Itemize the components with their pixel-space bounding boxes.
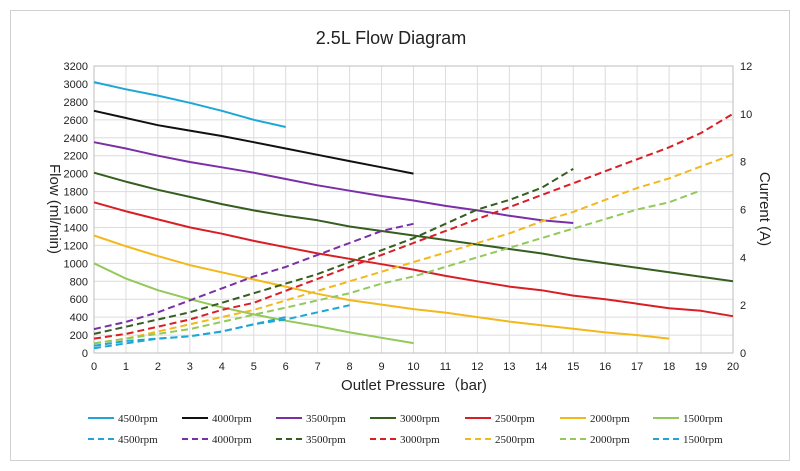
x-tick-label: 7	[315, 361, 321, 373]
legend-label-current: 2000rpm	[590, 434, 630, 446]
y-left-tick-label: 800	[70, 276, 88, 288]
y-right-tick-label: 8	[740, 157, 746, 169]
y-left-tick-label: 3000	[64, 79, 88, 91]
legend: 4500rpm 4000rpm 3500rpm 3000rpm 2500rpm 2000r…	[88, 413, 723, 446]
x-tick-label: 10	[407, 361, 419, 373]
y-left-tick-label: 2800	[64, 97, 88, 109]
x-tick-label: 0	[91, 361, 97, 373]
x-tick-label: 15	[567, 361, 579, 373]
y-right-tick-label: 6	[740, 205, 746, 217]
y-left-tick-label: 600	[70, 294, 88, 306]
flow-series-line-3000rpm	[93, 171, 734, 283]
x-tick-label: 11	[440, 361, 451, 373]
legend-label-flow: 4500rpm	[118, 413, 158, 425]
plot-area	[93, 65, 734, 354]
legend-label-current: 3500rpm	[306, 434, 346, 446]
x-tick-label: 8	[347, 361, 353, 373]
x-tick-label: 18	[663, 361, 675, 373]
legend-label-current: 2500rpm	[495, 434, 535, 446]
y-left-tick-label: 1800	[64, 187, 88, 199]
x-axis-label: Outlet Pressure（bar)	[341, 377, 487, 394]
y-left-tick-label: 2400	[64, 133, 88, 145]
y-left-tick-label: 1400	[64, 222, 88, 234]
x-tick-label: 14	[535, 361, 547, 373]
flow-series-line-2000rpm	[93, 234, 670, 340]
legend-label-flow: 1500rpm	[683, 413, 723, 425]
legend-label-current: 4000rpm	[212, 434, 252, 446]
axes: 0 1 2 3 4 5 6 7 8 9 10 11 12 13 14 15 16 17 18 19 2002004006…	[64, 61, 753, 373]
legend-label-current: 1500rpm	[683, 434, 723, 446]
x-tick-label: 5	[251, 361, 257, 373]
current-series-line-4000rpm	[93, 222, 414, 331]
x-tick-label: 6	[283, 361, 289, 373]
x-tick-label: 17	[631, 361, 643, 373]
current-series-line-3500rpm	[93, 167, 574, 335]
x-tick-label: 12	[471, 361, 483, 373]
legend-label-current: 4500rpm	[118, 434, 158, 446]
x-tick-label: 19	[695, 361, 707, 373]
y-right-tick-label: 2	[740, 300, 746, 312]
x-tick-label: 4	[219, 361, 225, 373]
legend-label-current: 3000rpm	[400, 434, 440, 446]
legend-label-flow: 4000rpm	[212, 413, 252, 425]
chart-frame	[10, 10, 790, 461]
y-left-tick-label: 200	[70, 330, 88, 342]
x-tick-label: 3	[187, 361, 193, 373]
flow-series-line-4500rpm	[93, 81, 286, 128]
legend-label-flow: 2500rpm	[495, 413, 535, 425]
y-right-tick-label: 12	[740, 61, 752, 73]
y-right-tick-label: 4	[740, 252, 746, 264]
chart-title: 2.5L Flow Diagram	[316, 28, 466, 48]
current-series-line-2000rpm	[93, 189, 702, 345]
y-left-tick-label: 2200	[64, 151, 88, 163]
y-left-tick-label: 1000	[64, 258, 88, 270]
flow-series-line-4000rpm	[93, 109, 414, 175]
series	[93, 81, 734, 350]
y-axis-right-label: Current (A)	[756, 172, 773, 246]
grid	[93, 65, 734, 354]
x-tick-label: 20	[727, 361, 739, 373]
y-left-tick-label: 0	[82, 348, 88, 360]
x-tick-label: 9	[378, 361, 384, 373]
y-left-tick-label: 1200	[64, 240, 88, 252]
current-series-line-3000rpm	[93, 112, 734, 340]
flow-series-line-2500rpm	[93, 201, 734, 318]
legend-label-flow: 2000rpm	[590, 413, 630, 425]
y-left-tick-label: 3200	[64, 61, 88, 73]
x-tick-label: 2	[155, 361, 161, 373]
legend-label-flow: 3500rpm	[306, 413, 346, 425]
flow-series-line-3500rpm	[93, 141, 574, 224]
y-left-tick-label: 1600	[64, 205, 88, 217]
y-left-tick-label: 2000	[64, 169, 88, 181]
x-tick-label: 13	[503, 361, 515, 373]
x-tick-label: 16	[599, 361, 611, 373]
y-right-tick-label: 10	[740, 109, 752, 121]
y-axis-left-label: Flow (ml/min)	[46, 164, 63, 254]
flow-series-line-1500rpm	[93, 262, 414, 345]
current-series-line-2500rpm	[93, 153, 734, 345]
legend-label-flow: 3000rpm	[400, 413, 440, 425]
y-left-tick-label: 2600	[64, 115, 88, 127]
y-right-tick-label: 0	[740, 348, 746, 360]
y-left-tick-label: 400	[70, 312, 88, 324]
x-tick-label: 1	[123, 361, 129, 373]
current-series-line-4500rpm	[93, 304, 350, 350]
